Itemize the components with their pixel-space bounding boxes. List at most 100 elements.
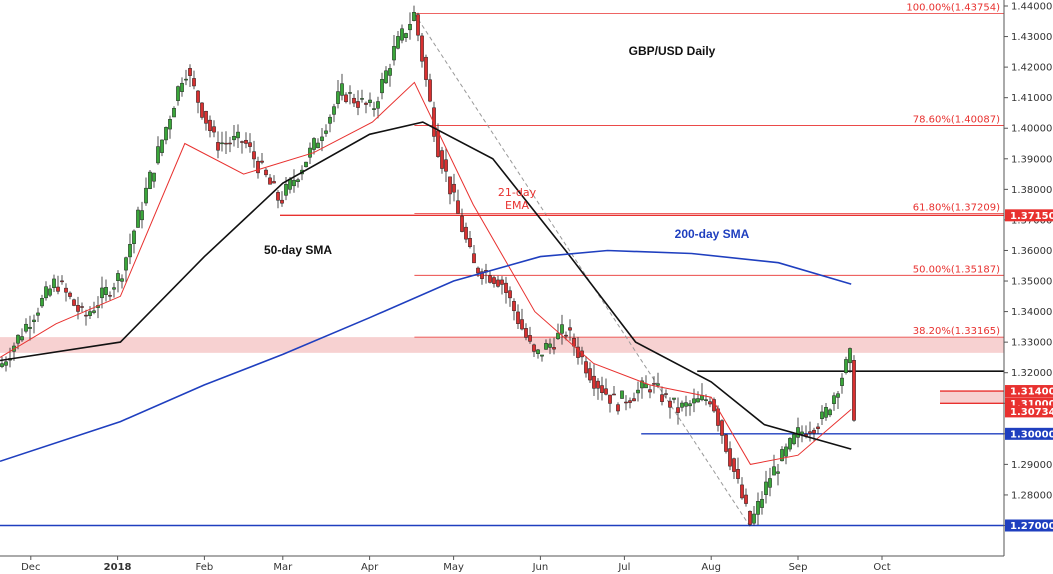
candle-body — [320, 136, 324, 141]
candle-body — [652, 383, 656, 385]
candle-body — [540, 354, 544, 357]
candle-body — [388, 68, 392, 76]
candle-body — [736, 469, 740, 479]
candle-body — [400, 28, 404, 41]
candle-body — [352, 97, 356, 104]
candle-body — [56, 286, 60, 292]
fib-label: 61.80%(1.37209) — [913, 203, 1000, 214]
candle-body — [800, 431, 804, 435]
candle-body — [624, 401, 628, 404]
candle-body — [544, 343, 548, 350]
candle-body — [180, 82, 184, 92]
candle-body — [32, 319, 36, 323]
candle-body — [504, 282, 508, 293]
candle-body — [688, 403, 692, 407]
sma-50-line — [0, 121, 852, 450]
candle-body — [704, 399, 708, 401]
candle-body — [88, 311, 92, 316]
candle-body — [668, 400, 672, 408]
candle-body — [608, 394, 612, 404]
candles — [0, 5, 856, 527]
candle-body — [4, 361, 8, 366]
candle-body — [200, 102, 204, 118]
candle-body — [460, 215, 464, 232]
candle-body — [488, 275, 492, 283]
candle-body — [476, 267, 480, 274]
x-tick-label: May — [443, 562, 464, 573]
candle-body — [396, 36, 400, 49]
level-label: 1.37150 — [1010, 211, 1053, 222]
x-tick-label: Jun — [532, 562, 549, 573]
candle-body — [588, 368, 592, 381]
y-tick-label: 1.41000 — [1011, 93, 1052, 104]
candle-body — [696, 398, 700, 403]
candle-body — [100, 287, 104, 299]
candle-body — [316, 142, 320, 149]
candle-body — [108, 295, 112, 297]
candle-body — [496, 279, 500, 287]
candle-body — [452, 183, 456, 193]
candle-body — [408, 24, 412, 31]
candle-body — [852, 360, 856, 421]
candle-body — [660, 394, 664, 402]
label-50-day-sma: 50-day SMA — [264, 243, 332, 257]
label-200-day-sma: 200-day SMA — [675, 227, 750, 241]
candle-body — [196, 90, 200, 103]
candle-body — [844, 359, 848, 373]
candle-body — [600, 385, 604, 394]
candle-body — [776, 471, 780, 474]
candle-body — [172, 107, 176, 118]
candle-body — [616, 404, 620, 412]
candle-body — [256, 160, 260, 174]
candle-body — [480, 271, 484, 279]
candle-body — [60, 280, 64, 283]
candle-body — [80, 306, 84, 308]
candle-body — [672, 397, 676, 400]
candle-body — [232, 135, 236, 141]
candle-body — [420, 35, 424, 62]
x-tick-label: Oct — [873, 562, 890, 573]
candle-body — [280, 199, 284, 204]
candle-body — [228, 142, 232, 145]
candle-body — [348, 92, 352, 94]
level-box — [1005, 519, 1053, 532]
candle-body — [20, 336, 24, 341]
label-ema: EMA — [505, 199, 529, 212]
candle-body — [500, 279, 504, 285]
candle-body — [276, 192, 280, 201]
candle-body — [204, 110, 208, 124]
candle-body — [272, 181, 276, 184]
fib-diagonal — [413, 13, 751, 528]
candle-body — [720, 420, 724, 436]
candle-body — [184, 78, 188, 81]
candle-body — [532, 344, 536, 352]
candle-body — [16, 334, 20, 344]
ema-21-line — [0, 81, 852, 465]
candle-body — [404, 33, 408, 39]
candle-body — [648, 389, 652, 393]
candle-body — [328, 116, 332, 124]
candle-body — [48, 288, 52, 296]
candle-body — [596, 380, 600, 389]
candle-body — [772, 466, 776, 476]
candle-body — [212, 126, 216, 133]
candle-body — [684, 402, 688, 407]
candle-body — [428, 79, 432, 102]
horizontal-lines — [0, 13, 1004, 528]
candle-body — [72, 299, 76, 306]
indicator-lines — [0, 81, 852, 465]
candle-body — [132, 230, 136, 244]
candle-body — [628, 400, 632, 403]
x-tick-label: Apr — [361, 562, 379, 573]
candle-body — [208, 119, 212, 131]
candle-body — [528, 335, 532, 342]
candle-body — [664, 393, 668, 395]
candle-body — [380, 78, 384, 94]
candle-body — [356, 101, 360, 108]
candle-body — [140, 210, 144, 221]
candle-body — [216, 142, 220, 151]
y-tick-label: 1.40000 — [1011, 124, 1052, 135]
candle-body — [28, 326, 32, 329]
candle-body — [792, 434, 796, 445]
